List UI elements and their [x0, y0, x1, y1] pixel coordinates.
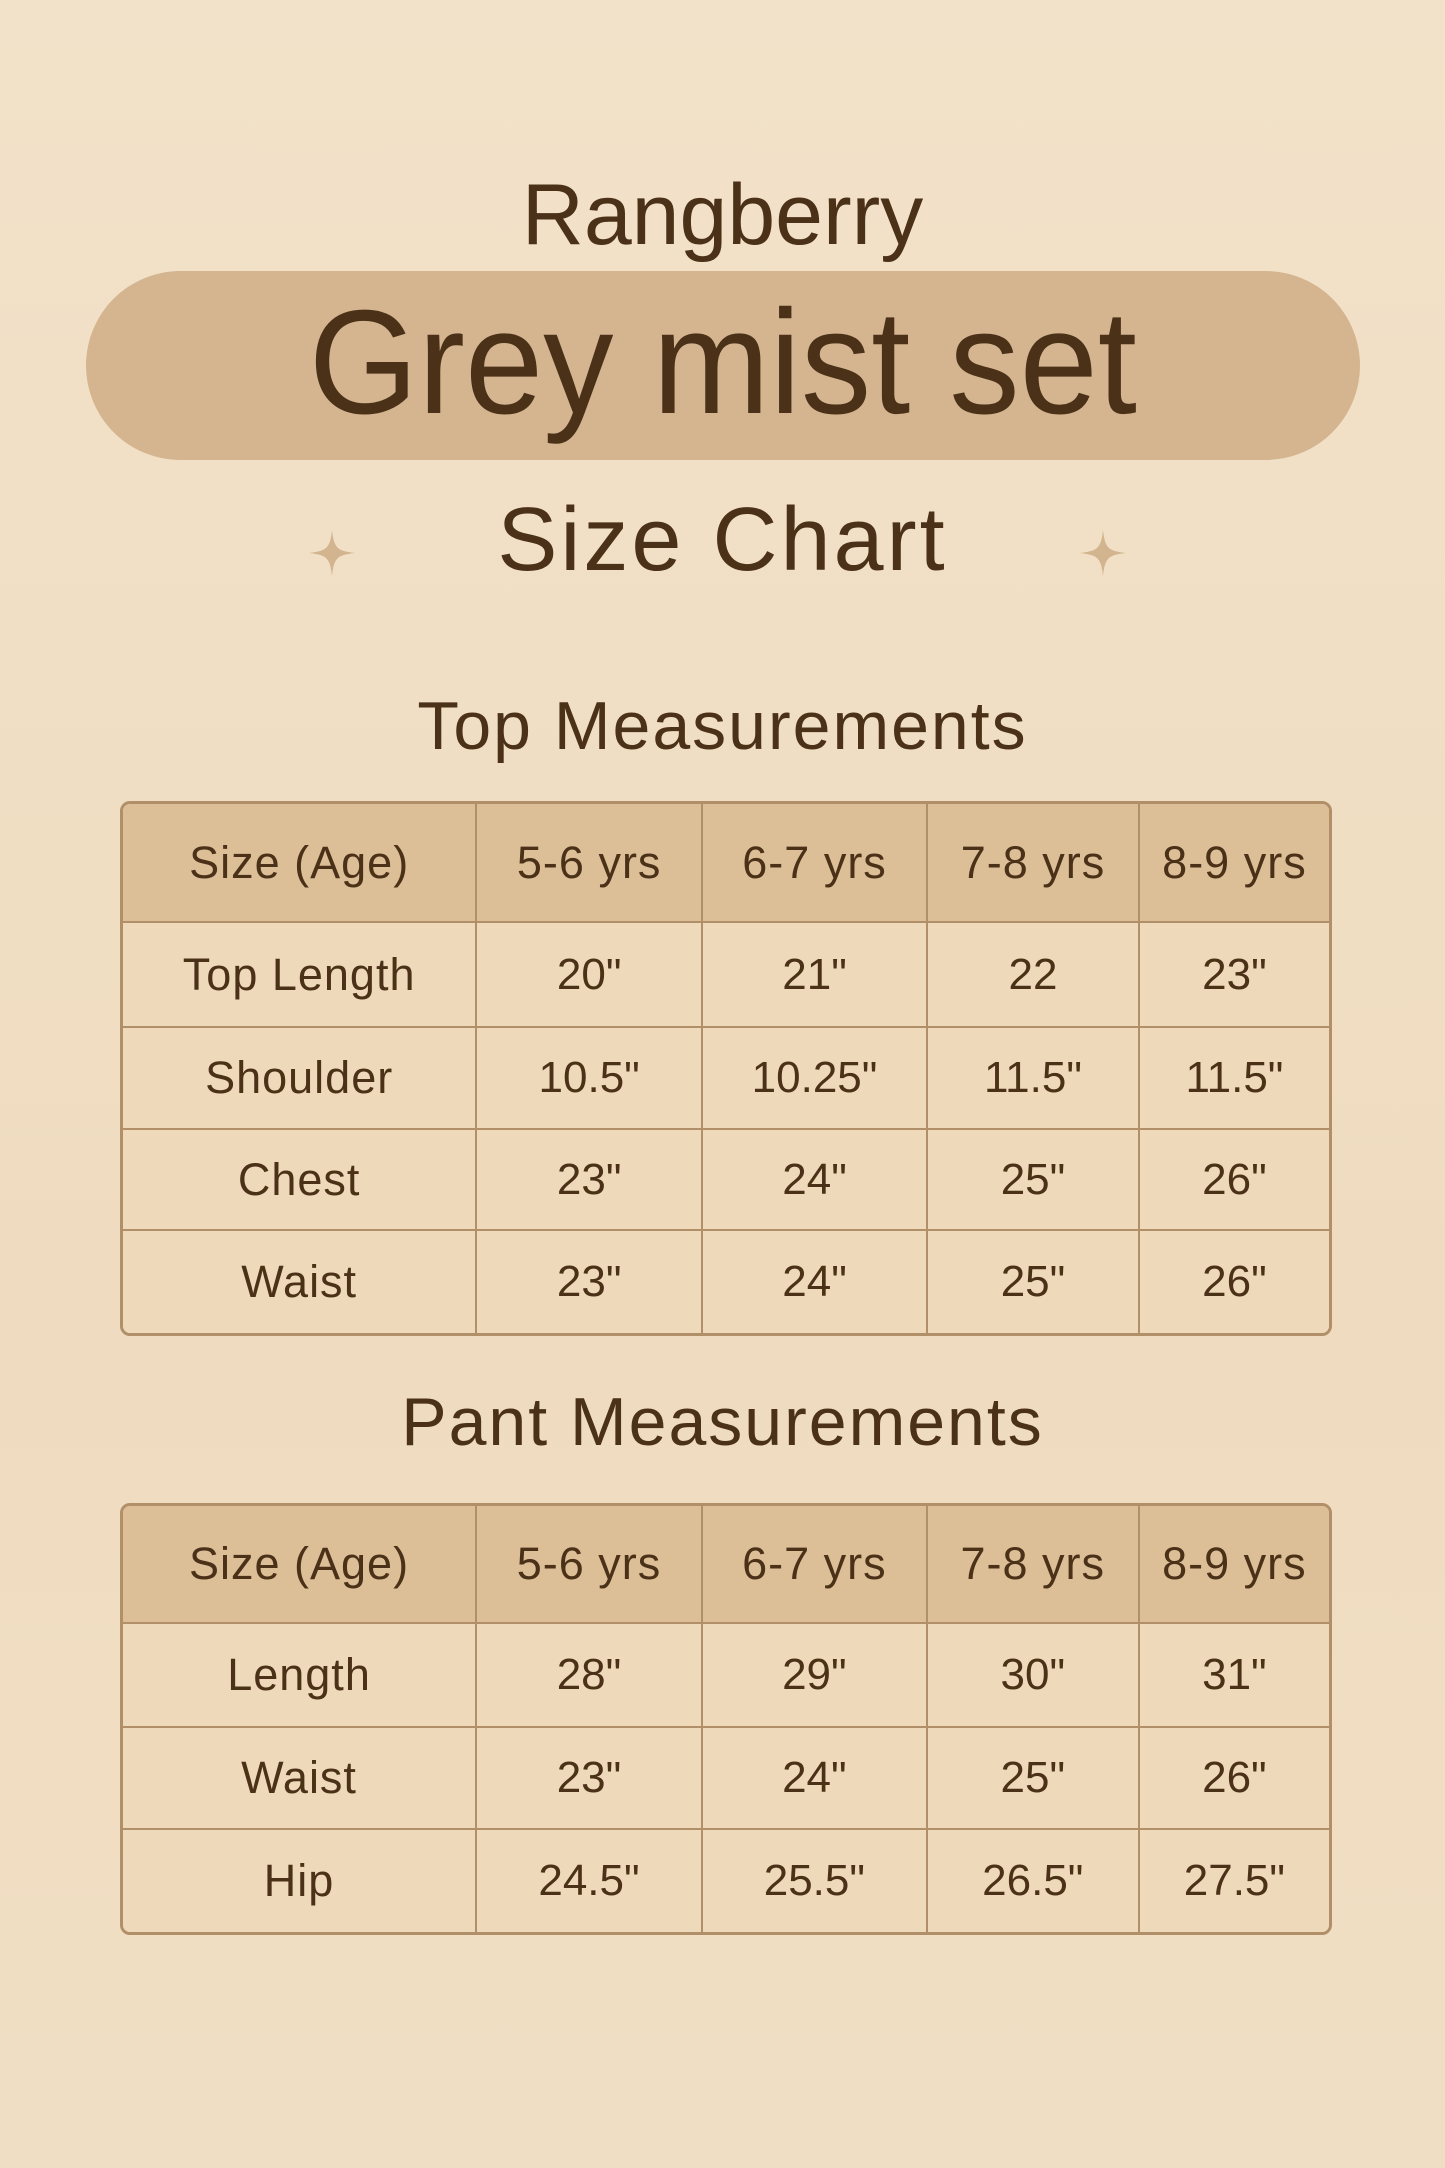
row-label: Length — [123, 1624, 478, 1728]
header-cell: Size (Age) — [123, 1506, 478, 1624]
table-cell: 30" — [927, 1624, 1140, 1728]
table-cell: 27.5" — [1139, 1830, 1329, 1932]
row-label: Chest — [123, 1130, 478, 1231]
row-label: Shoulder — [123, 1028, 478, 1130]
table-row: Top Length 20" 21" 22 23" — [123, 923, 1329, 1028]
row-label: Waist — [123, 1728, 478, 1830]
table-cell: 26" — [1139, 1728, 1329, 1830]
pant-section-title: Pant Measurements — [401, 1384, 1044, 1460]
table-cell: 25" — [927, 1728, 1140, 1830]
table-cell: 26.5" — [927, 1830, 1140, 1932]
table-cell: 24.5" — [477, 1830, 703, 1932]
table-cell: 26" — [1139, 1130, 1329, 1231]
table-cell: 10.25" — [703, 1028, 929, 1130]
header-cell: 8-9 yrs — [1139, 1506, 1329, 1624]
product-title-banner: Grey mist set — [86, 271, 1360, 460]
table-cell: 23" — [477, 1728, 703, 1830]
table-row: Shoulder 10.5" 10.25" 11.5" 11.5" — [123, 1028, 1329, 1130]
table-cell: 31" — [1139, 1624, 1329, 1728]
table-cell: 29" — [702, 1624, 928, 1728]
table-row: Chest 23" 24" 25" 26" — [123, 1130, 1329, 1231]
table-row: Hip 24.5" 25.5" 26.5" 27.5" — [123, 1830, 1329, 1932]
table-row: Waist 23" 24" 25" 26" — [123, 1728, 1329, 1830]
table-cell: 10.5" — [477, 1028, 704, 1130]
table-cell: 11.5" — [928, 1028, 1140, 1130]
table-cell: 25.5" — [702, 1830, 928, 1932]
table-cell: 23" — [1139, 923, 1329, 1028]
pant-measurements-table: Size (Age) 5-6 yrs 6-7 yrs 7-8 yrs 8-9 yrs Le… — [120, 1503, 1332, 1935]
header-cell: Size (Age) — [123, 804, 478, 923]
top-section-title: Top Measurements — [417, 688, 1028, 764]
row-label: Waist — [123, 1231, 478, 1333]
header-cell: 6-7 yrs — [702, 1506, 928, 1624]
table-cell: 21" — [703, 923, 929, 1028]
table-cell: 11.5" — [1139, 1028, 1329, 1130]
header-cell: 7-8 yrs — [927, 1506, 1140, 1624]
table-cell: 26" — [1139, 1231, 1329, 1333]
table-cell: 23" — [477, 1130, 704, 1231]
table-cell: 24" — [703, 1231, 929, 1333]
subtitle: Size Chart — [497, 490, 948, 590]
row-label: Top Length — [123, 923, 478, 1028]
brand-name: Rangberry — [521, 167, 924, 263]
table-cell: 25" — [928, 1130, 1140, 1231]
table-cell: 28" — [477, 1624, 703, 1728]
table-cell: 24" — [703, 1130, 929, 1231]
sparkle-star-icon — [1078, 528, 1128, 578]
header-cell: 8-9 yrs — [1139, 804, 1329, 923]
product-title: Grey mist set — [308, 279, 1138, 445]
header-cell: 6-7 yrs — [703, 804, 929, 923]
sparkle-star-icon — [307, 528, 357, 578]
row-label: Hip — [123, 1830, 478, 1932]
top-measurements-table: Size (Age) 5-6 yrs 6-7 yrs 7-8 yrs 8-9 yrs To… — [120, 801, 1332, 1336]
header-cell: 5-6 yrs — [477, 1506, 703, 1624]
table-cell: 25" — [928, 1231, 1140, 1333]
table-header-row: Size (Age) 5-6 yrs 6-7 yrs 7-8 yrs 8-9 yrs — [123, 1506, 1329, 1624]
table-cell: 24" — [702, 1728, 928, 1830]
header-cell: 7-8 yrs — [928, 804, 1140, 923]
header-cell: 5-6 yrs — [477, 804, 704, 923]
table-row: Waist 23" 24" 25" 26" — [123, 1231, 1329, 1333]
table-row: Length 28" 29" 30" 31" — [123, 1624, 1329, 1728]
table-header-row: Size (Age) 5-6 yrs 6-7 yrs 7-8 yrs 8-9 yrs — [123, 804, 1329, 923]
table-cell: 20" — [477, 923, 704, 1028]
table-cell: 22 — [928, 923, 1140, 1028]
table-cell: 23" — [477, 1231, 704, 1333]
